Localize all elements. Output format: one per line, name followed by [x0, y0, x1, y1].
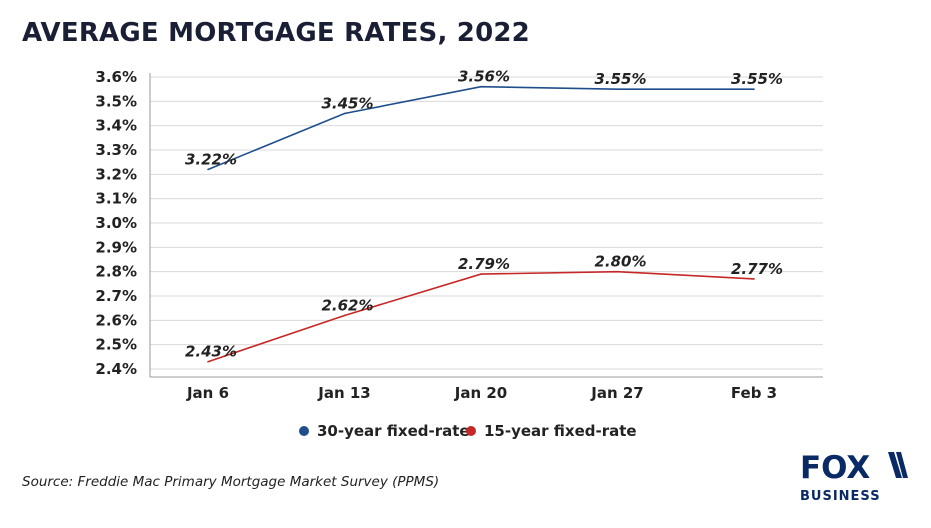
series-line-15-year — [207, 270, 755, 363]
series-lines — [207, 85, 755, 363]
y-tick-label: 2.7% — [95, 287, 137, 305]
data-point — [343, 314, 346, 317]
data-label: 3.22% — [185, 150, 237, 168]
data-point — [480, 85, 482, 88]
y-tick-label: 3.0% — [95, 214, 137, 232]
data-point — [616, 270, 619, 273]
data-labels: 3.22% 3.45% 3.56% 3.55% 3.55% 2.43% 2.62% 2.79%… — [185, 68, 783, 361]
y-tick-label: 3.1% — [95, 190, 137, 208]
y-tick-label: 3.5% — [95, 92, 137, 110]
grid — [149, 73, 823, 378]
y-tick-label: 2.8% — [95, 263, 137, 281]
data-point — [753, 278, 755, 280]
legend-marker-15-year — [466, 426, 476, 436]
y-tick-label: 2.4% — [95, 360, 137, 378]
data-point — [753, 88, 755, 90]
data-label: 3.45% — [321, 95, 373, 113]
data-point — [480, 273, 482, 275]
y-tick-label: 2.6% — [95, 311, 137, 329]
data-label: 2.77% — [731, 260, 783, 278]
legend: 30-year fixed-rate 15-year fixed-rate — [299, 422, 637, 440]
data-label: 2.43% — [185, 343, 237, 361]
y-tick-label: 3.2% — [95, 165, 137, 183]
y-axis-ticks: 3.6% 3.5% 3.4% 3.3% 3.2% 3.1% 3.0% 2.9% 2.8% 2.7%… — [95, 68, 137, 378]
y-tick-label: 3.6% — [95, 68, 137, 86]
x-tick-label: Jan 13 — [317, 384, 370, 402]
y-tick-label: 2.9% — [95, 238, 137, 256]
chart-title: AVERAGE MORTGAGE RATES, 2022 — [22, 18, 530, 48]
x-tick-label: Jan 20 — [454, 384, 507, 402]
source-note: Source: Freddie Mac Primary Mortgage Mar… — [22, 474, 439, 490]
y-tick-label: 3.3% — [95, 141, 137, 159]
legend-label-15-year: 15-year fixed-rate — [484, 422, 637, 440]
data-point — [207, 168, 209, 171]
y-tick-label: 2.5% — [95, 336, 137, 354]
data-label: 3.56% — [458, 68, 510, 86]
fox-business-logo: FOX BUSINESS — [800, 450, 908, 504]
x-tick-label: Jan 6 — [186, 384, 229, 402]
data-label: 3.55% — [731, 70, 783, 88]
x-axis-ticks: Jan 6 Jan 13 Jan 20 Jan 27 Feb 3 — [186, 384, 777, 402]
data-label: 2.79% — [458, 255, 510, 273]
data-label: 3.55% — [594, 70, 646, 88]
y-tick-label: 3.4% — [95, 117, 137, 135]
data-point — [207, 360, 209, 363]
data-label: 2.80% — [594, 253, 646, 271]
x-tick-label: Jan 27 — [590, 384, 643, 402]
series-line-30-year — [207, 85, 754, 171]
x-tick-label: Feb 3 — [731, 384, 777, 402]
logo-slashes-icon — [888, 452, 908, 478]
data-label: 2.62% — [321, 296, 373, 314]
legend-label-30-year: 30-year fixed-rate — [317, 422, 470, 440]
logo-fox-text: FOX — [800, 450, 870, 486]
logo-business-text: BUSINESS — [800, 489, 881, 504]
data-point — [616, 88, 619, 90]
data-point — [343, 112, 346, 115]
legend-marker-30-year — [299, 426, 309, 436]
